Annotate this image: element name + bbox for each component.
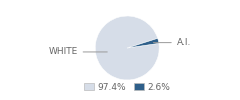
- Text: WHITE: WHITE: [48, 47, 107, 56]
- Wedge shape: [127, 38, 159, 48]
- Legend: 97.4%, 2.6%: 97.4%, 2.6%: [81, 79, 174, 95]
- Text: A.I.: A.I.: [153, 38, 191, 47]
- Wedge shape: [95, 16, 159, 80]
